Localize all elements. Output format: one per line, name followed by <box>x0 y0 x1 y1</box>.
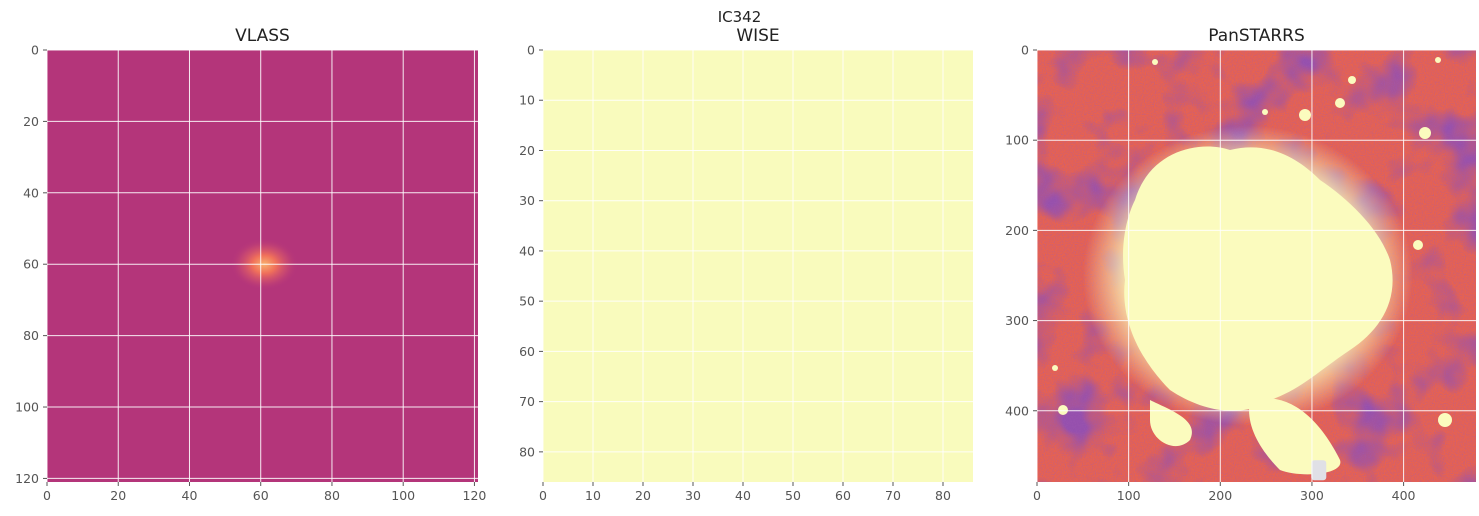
star <box>1299 109 1311 121</box>
x-tick-label: 400 <box>1392 488 1416 503</box>
x-tick-label: 200 <box>1208 488 1232 503</box>
grid-lines <box>542 49 973 482</box>
y-tick-label: 200 <box>1005 223 1029 238</box>
x-tick-label: 20 <box>110 488 126 503</box>
panel-title: VLASS <box>235 26 290 46</box>
x-tick-label: 80 <box>324 488 340 503</box>
x-tick-label: 40 <box>735 488 751 503</box>
x-tick-label: 10 <box>585 488 601 503</box>
x-tick-label: 0 <box>43 488 51 503</box>
x-tick-label: 100 <box>391 488 415 503</box>
y-tick-label: 20 <box>23 114 39 129</box>
y-tick-label: 400 <box>1005 403 1029 418</box>
y-tick-label: 100 <box>15 400 39 415</box>
x-tick-label: 0 <box>1033 488 1041 503</box>
x-tick-label: 50 <box>785 488 801 503</box>
masked-region <box>1311 460 1327 481</box>
heatmap-image <box>543 50 973 482</box>
y-tick-label: 80 <box>519 444 535 459</box>
y-tick-label: 60 <box>519 344 535 359</box>
y-tick-label: 40 <box>23 185 39 200</box>
star <box>1152 59 1158 65</box>
grid-lines <box>1036 49 1476 482</box>
star <box>1335 98 1345 108</box>
figure-title: IC342 <box>717 8 762 26</box>
y-tick-label: 0 <box>527 43 535 58</box>
y-tick-label: 120 <box>15 471 39 486</box>
star <box>1052 365 1058 371</box>
x-tick-label: 80 <box>935 488 951 503</box>
x-tick-label: 300 <box>1300 488 1324 503</box>
y-tick-label: 50 <box>519 294 535 309</box>
x-tick-label: 60 <box>253 488 269 503</box>
star <box>1262 109 1268 115</box>
y-tick-label: 60 <box>23 257 39 272</box>
panel-wise: WISE 0 10 20 30 40 50 60 70 80 0 10 20 30 40 50 60 70 80 <box>519 26 973 503</box>
heatmap-image <box>1037 50 1476 482</box>
y-tick-label: 0 <box>1021 43 1029 58</box>
star <box>1435 57 1441 63</box>
panel-title: PanSTARRS <box>1208 26 1305 46</box>
y-tick-label: 70 <box>519 394 535 409</box>
galaxy-core <box>1123 146 1393 411</box>
x-tick-label: 30 <box>685 488 701 503</box>
y-tick-label: 300 <box>1005 313 1029 328</box>
star <box>1413 240 1423 250</box>
panel-panstarrs: PanSTARRS 0 100 200 300 400 0 100 200 300 400 <box>1005 26 1476 503</box>
x-tick-label: 120 <box>463 488 487 503</box>
y-tick-label: 20 <box>519 143 535 158</box>
x-tick-label: 70 <box>885 488 901 503</box>
y-tick-label: 40 <box>519 243 535 258</box>
panel-vlass: VLASS 0 20 40 60 80 100 120 0 20 40 60 80 100 120 <box>15 26 486 503</box>
y-tick-label: 80 <box>23 328 39 343</box>
x-tick-label: 20 <box>635 488 651 503</box>
heatmap-image <box>47 50 478 482</box>
y-tick-label: 0 <box>31 43 39 58</box>
star <box>1209 395 1223 409</box>
x-tick-label: 40 <box>182 488 198 503</box>
panel-title: WISE <box>736 26 779 46</box>
star <box>1058 405 1068 415</box>
y-tick-label: 100 <box>1005 133 1029 148</box>
star <box>1348 76 1356 84</box>
galaxy-arm <box>1249 398 1341 475</box>
x-tick-label: 100 <box>1117 488 1141 503</box>
grid-lines <box>46 49 478 482</box>
x-tick-label: 60 <box>835 488 851 503</box>
x-tick-label: 0 <box>539 488 547 503</box>
image-background <box>543 50 973 482</box>
galaxy-arm <box>1150 400 1192 447</box>
star <box>1438 413 1452 427</box>
y-tick-label: 30 <box>519 193 535 208</box>
y-tick-label: 10 <box>519 93 535 108</box>
star <box>1419 127 1431 139</box>
